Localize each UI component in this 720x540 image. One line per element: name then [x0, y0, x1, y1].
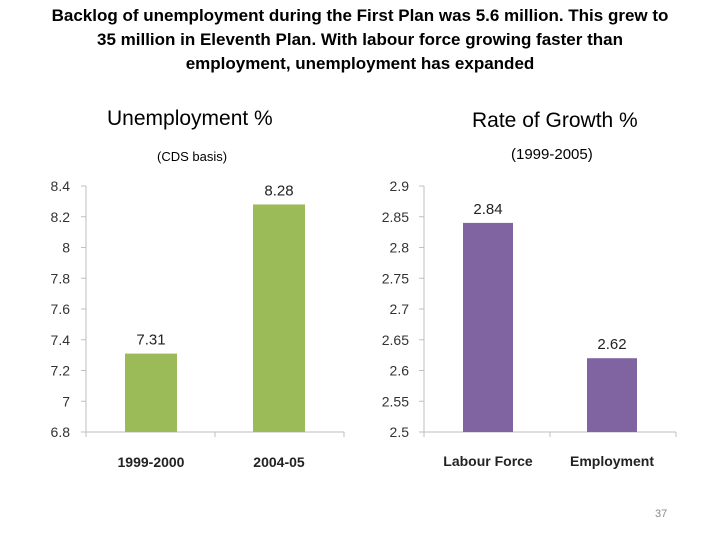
chart-2-data-label: 2.62	[597, 336, 626, 353]
headline: Backlog of unemployment during the First…	[20, 4, 700, 76]
chart-2-y-tick-label: 2.85	[382, 209, 409, 225]
chart-2-y-tick-label: 2.9	[390, 178, 410, 194]
chart-1-subtitle: (CDS basis)	[157, 149, 228, 164]
headline-line-1: Backlog of unemployment during the First…	[51, 6, 669, 25]
chart-1-title: Unemployment %	[107, 107, 273, 130]
chart-2-bar	[463, 222, 513, 432]
page-number: 37	[655, 508, 668, 520]
chart-1-bar	[253, 204, 305, 432]
chart-2-data-label: 2.84	[473, 201, 502, 218]
chart-1-y-tick-label: 7	[62, 393, 70, 409]
chart-1-bar	[125, 353, 177, 432]
chart-1-data-label: 7.31	[136, 332, 165, 349]
chart-1-y-tick-label: 8	[62, 240, 70, 256]
chart-2-category-label: Labour Force	[443, 453, 533, 469]
chart-2-subtitle: (1999-2005)	[511, 146, 593, 163]
chart-2-y-tick-label: 2.6	[390, 363, 410, 379]
chart-2-y-tick-label: 2.65	[382, 332, 409, 348]
chart-1-y-tick-label: 8.2	[51, 209, 71, 225]
chart-1-y-tick-label: 7.8	[51, 270, 71, 286]
chart-2-y-tick-label: 2.5	[390, 424, 410, 440]
chart-2-y-tick-label: 2.75	[382, 270, 409, 286]
chart-2-y-tick-label: 2.55	[382, 393, 409, 409]
chart-2-title: Rate of Growth %	[472, 109, 638, 132]
chart-2-category-label: Employment	[570, 453, 654, 469]
chart-1-y-tick-label: 6.8	[51, 424, 71, 440]
chart-1-y-tick-label: 7.2	[51, 363, 71, 379]
chart-1-category-label: 2004-05	[253, 454, 305, 470]
headline-line-3: employment, unemployment has expanded	[185, 54, 535, 73]
chart-2-y-tick-label: 2.8	[390, 240, 410, 256]
chart-1-y-tick-label: 7.4	[51, 332, 71, 348]
chart-1-data-label: 8.28	[264, 182, 293, 199]
chart-1-y-tick-label: 7.6	[51, 301, 71, 317]
chart-2-y-tick-label: 2.7	[390, 301, 410, 317]
headline-line-2: 35 million in Eleventh Plan. With labour…	[97, 30, 623, 49]
chart-2-bar	[587, 358, 637, 432]
chart-1-y-tick-label: 8.4	[51, 178, 71, 194]
chart-1-category-label: 1999-2000	[118, 454, 185, 470]
